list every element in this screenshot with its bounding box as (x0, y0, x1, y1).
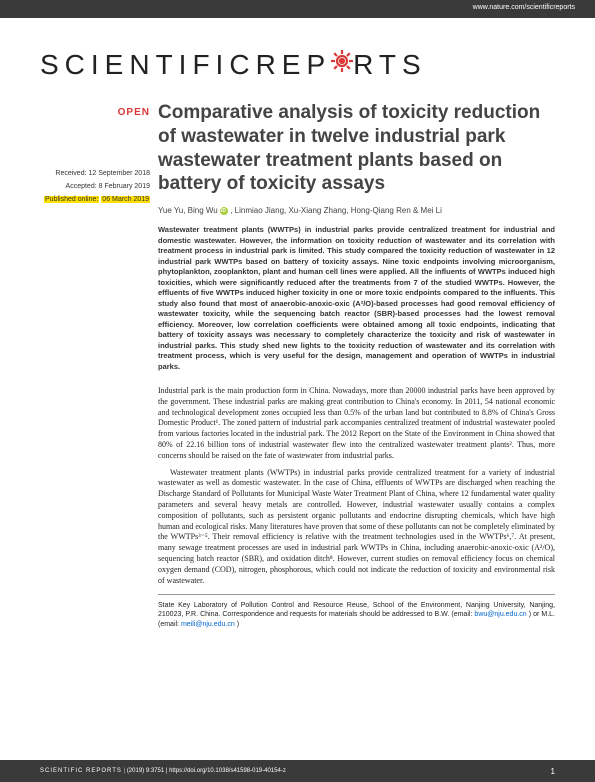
logo-text-3: RTS (353, 49, 427, 81)
corr-email-1[interactable]: bwu@nju.edu.cn (474, 611, 526, 618)
abstract: Wastewater treatment plants (WWTPs) in i… (158, 225, 555, 372)
received-row: Received: 12 September 2018 (40, 168, 150, 179)
corr-email-2[interactable]: meili@nju.edu.cn (181, 621, 235, 628)
article-main: Comparative analysis of toxicity reducti… (150, 101, 555, 629)
footer-citation: SCIENTIFIC REPORTS | (2019) 9:3751 | htt… (40, 768, 286, 774)
open-access-badge: OPEN (40, 107, 150, 118)
gear-icon (329, 48, 355, 81)
received-label: Received: (55, 170, 86, 177)
page-footer: SCIENTIFIC REPORTS | (2019) 9:3751 | htt… (0, 760, 595, 782)
journal-logo: SCIENTIFIC REP RTS (40, 48, 555, 81)
published-label: Published online: (44, 196, 99, 203)
article-meta: Received: 12 September 2018 Accepted: 8 … (40, 168, 150, 206)
authors-part2: , Linmiao Jiang, Xu-Xiang Zhang, Hong-Qi… (230, 206, 442, 215)
logo-area: SCIENTIFIC REP RTS (0, 18, 595, 101)
footer-doi: (2019) 9:3751 | https://doi.org/10.1038/… (127, 768, 286, 774)
footer-journal: SCIENTIFIC REPORTS (40, 768, 122, 774)
content-row: OPEN Received: 12 September 2018 Accepte… (0, 101, 595, 629)
author-list: Yue Yu, Bing Wu , Linmiao Jiang, Xu-Xian… (158, 206, 555, 215)
published-row: Published online: 06 March 2019 (40, 194, 150, 205)
page-number: 1 (551, 767, 555, 776)
top-url-bar: www.nature.com/scientificreports (0, 0, 595, 18)
journal-url: www.nature.com/scientificreports (473, 4, 575, 11)
logo-text-2: REP (256, 49, 332, 81)
published-date: 06 March 2019 (101, 196, 150, 203)
accepted-label: Accepted: (66, 183, 97, 190)
received-date: 12 September 2018 (89, 170, 151, 177)
accepted-date: 8 February 2019 (99, 183, 150, 190)
article-title: Comparative analysis of toxicity reducti… (158, 101, 555, 196)
accepted-row: Accepted: 8 February 2019 (40, 181, 150, 192)
body-para-1: Industrial park is the main production f… (158, 386, 555, 462)
left-sidebar: OPEN Received: 12 September 2018 Accepte… (40, 101, 150, 629)
affil-end: ) (237, 621, 239, 628)
affiliation-block: State Key Laboratory of Pollution Contro… (158, 594, 555, 628)
body-para-2: Wastewater treatment plants (WWTPs) in i… (158, 468, 555, 587)
orcid-icon[interactable] (220, 207, 228, 215)
authors-part1: Yue Yu, Bing Wu (158, 206, 218, 215)
logo-text-1: SCIENTIFIC (40, 49, 256, 81)
